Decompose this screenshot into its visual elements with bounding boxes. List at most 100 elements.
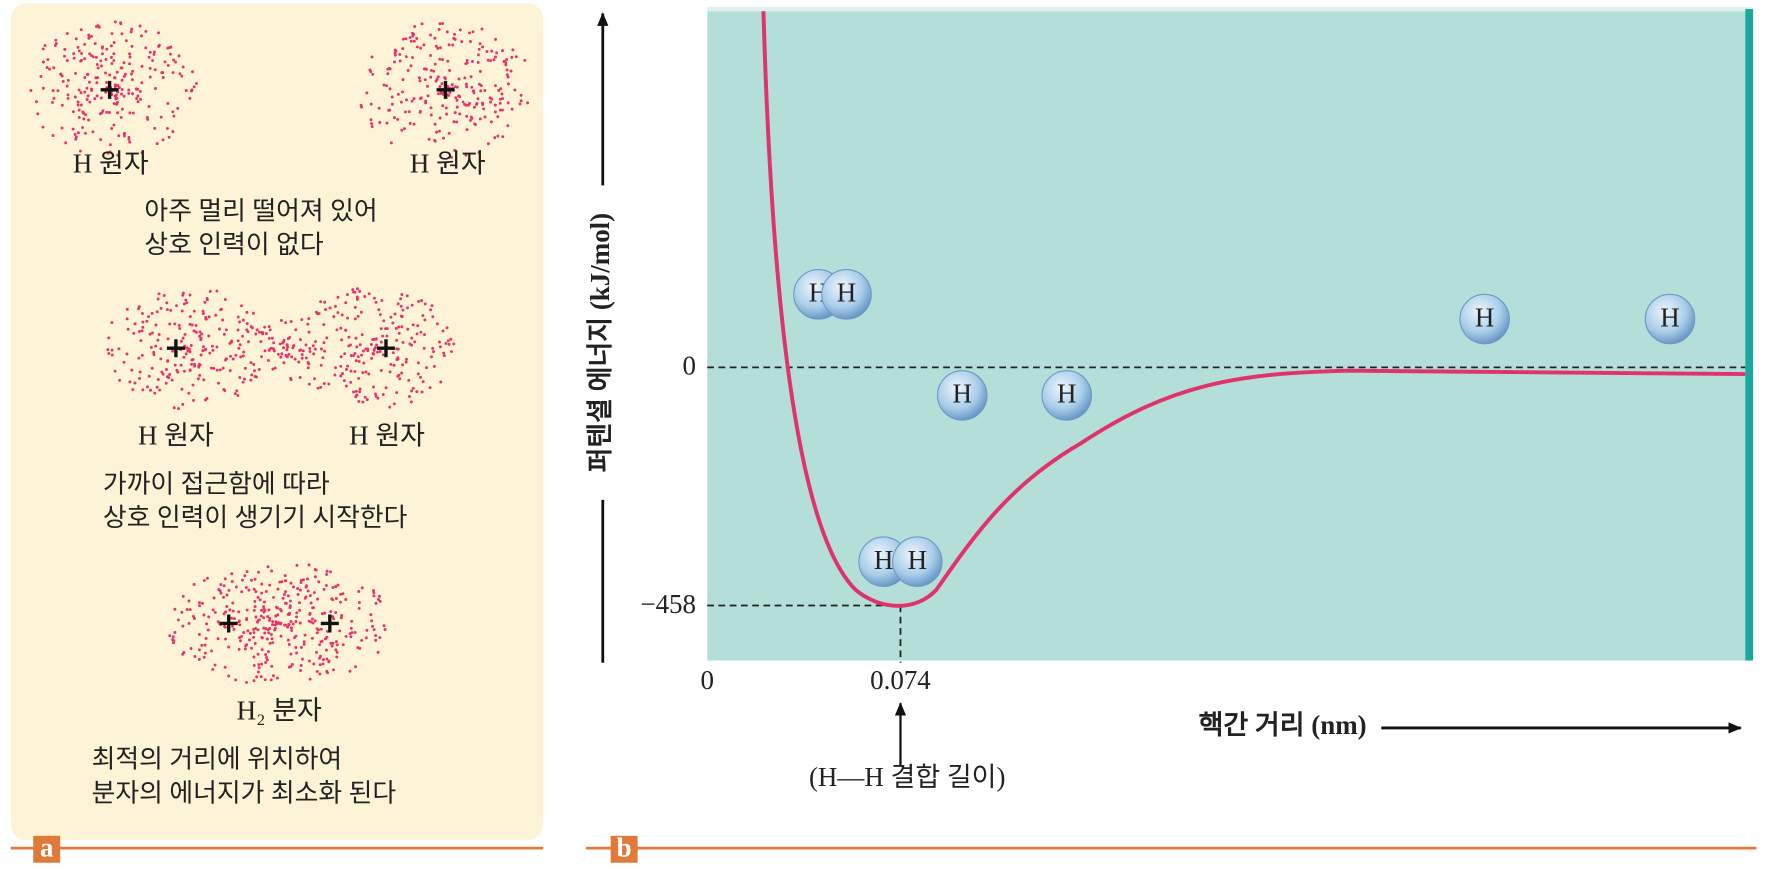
electron-dot [198,604,201,607]
electron-dot [340,355,343,358]
electron-dot [294,328,297,331]
electron-dot [165,301,168,304]
electron-dot [158,333,161,336]
electron-dot [201,602,204,605]
electron-dot [300,646,303,649]
electron-dot [378,636,381,639]
electron-dot [77,104,80,107]
electron-dot [308,347,311,350]
electron-dot [88,81,91,84]
electron-dot [193,310,196,313]
electron-dot [259,598,262,601]
electron-dot [84,132,87,135]
electron-dot [479,117,482,120]
electron-dot [253,664,256,667]
electron-dot [374,634,377,637]
electron-dot [409,122,412,125]
electron-dot [185,352,188,355]
electron-dot [238,320,241,323]
electron-dot [193,85,196,88]
electron-dot [400,325,403,328]
electron-dot [106,348,109,351]
electron-dot [254,375,257,378]
electron-dot [62,80,65,83]
electron-dot [114,76,117,79]
x-tick-label: 0.074 [870,665,931,695]
electron-dot [377,308,380,311]
electron-dot [513,89,516,92]
electron-dot [277,353,280,356]
electron-dot [153,127,156,130]
electron-dot [456,106,459,109]
electron-dot [130,73,133,76]
electron-dot [321,356,324,359]
electron-dot [455,120,458,123]
electron-dot [289,653,292,656]
electron-dot [375,301,378,304]
electron-dot [370,118,373,121]
electron-dot [344,598,347,601]
electron-dot [453,33,456,36]
electron-dot [110,44,113,47]
electron-dot [435,131,438,134]
electron-dot [123,135,126,138]
electron-dot [304,597,307,600]
electron-dot [355,390,358,393]
electron-dot [410,400,413,403]
electron-dot [470,75,473,78]
electron-dot [160,116,163,119]
electron-dot [436,322,439,325]
electron-dot [506,124,509,127]
electron-dot [298,609,301,612]
electron-dot [331,615,334,618]
electron-dot [371,625,374,628]
electron-dot [462,101,465,104]
electron-dot [466,59,469,62]
electron-dot [374,393,377,396]
electron-dot [468,31,471,34]
electron-dot [126,317,129,320]
electron-dot [231,625,234,628]
electron-dot [355,359,358,362]
electron-dot [327,383,330,386]
electron-dot [193,583,196,586]
electron-dot [429,308,432,311]
electron-dot [267,631,270,634]
electron-dot [117,347,120,350]
electron-dot [370,357,373,360]
electron-dot [351,288,354,291]
electron-dot [366,398,369,401]
electron-dot [416,324,419,327]
electron-dot [489,101,492,104]
electron-dot [314,568,317,571]
electron-dot [186,608,189,611]
electron-dot [369,613,372,616]
electron-dot [404,110,407,113]
electron-dot [154,345,157,348]
electron-dot [200,644,203,647]
electron-dot [223,389,226,392]
electron-dot [172,71,175,74]
electron-dot [42,87,45,90]
electron-dot [203,579,206,582]
electron-dot [105,81,108,84]
electron-dot [213,597,216,600]
electron-dot [391,322,394,325]
electron-dot [167,337,170,340]
electron-dot [246,609,249,612]
electron-dot [409,36,412,39]
electron-dot [230,617,233,620]
electron-dot [372,352,375,355]
atom-symbol: H [908,545,927,575]
electron-dot [195,82,198,85]
electron-dot [405,361,408,364]
electron-dot [454,38,457,41]
electron-dot [406,294,409,297]
electron-dot [177,618,180,621]
electron-dot [159,357,162,360]
electron-dot [141,65,144,68]
electron-dot [390,363,393,366]
electron-dot [257,663,260,666]
electron-dot [316,670,319,673]
electron-dot [316,631,319,634]
